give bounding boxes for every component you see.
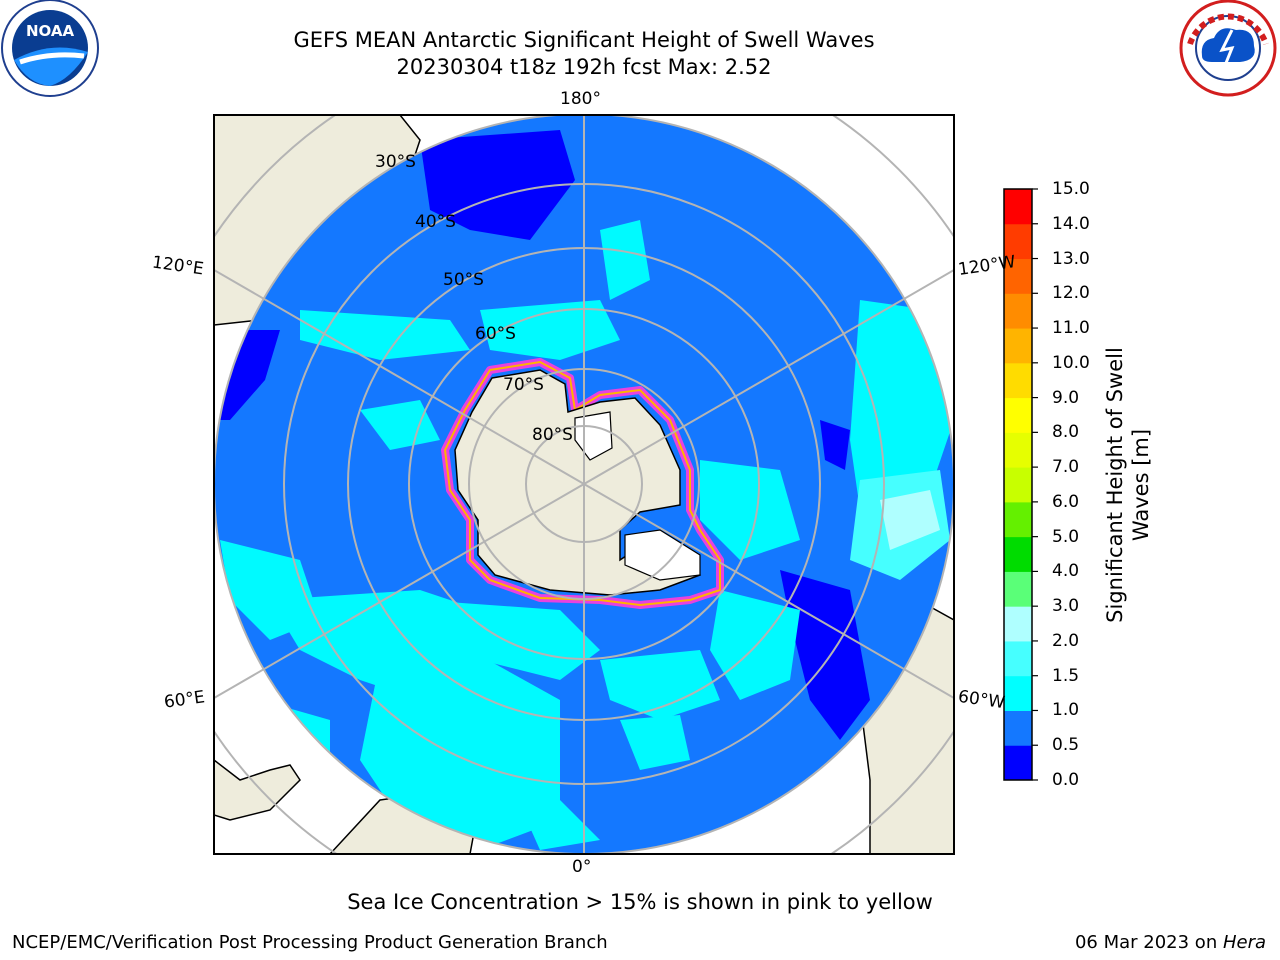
colorbar-swatch — [1004, 223, 1032, 260]
noaa-logo-text: NOAA — [26, 22, 75, 40]
colorbar-tick-label: 6.0 — [1052, 491, 1080, 512]
credit-date: 06 Mar 2023 on Hera — [1075, 932, 1266, 953]
colorbar-tick-label: 1.0 — [1052, 700, 1080, 721]
colorbar-swatch — [1004, 571, 1032, 607]
colorbar-tick-label: 13.0 — [1052, 248, 1090, 269]
colorbar-tick-label: 3.0 — [1052, 596, 1080, 617]
colorbar-tick-label: 12.0 — [1052, 283, 1090, 304]
colorbar-swatch — [1004, 745, 1032, 781]
colorbar-border — [1003, 188, 1033, 781]
colorbar-swatch — [1004, 189, 1032, 225]
credit-machine: Hera — [1222, 932, 1266, 953]
colorbar-tick-label: 0.0 — [1052, 770, 1080, 790]
colorbar-tick-label: 5.0 — [1052, 526, 1080, 547]
colorbar-swatch — [1004, 536, 1032, 572]
colorbar-swatch — [1004, 432, 1032, 468]
colorbar-swatch — [1004, 675, 1032, 711]
lat-label-80s: 80°S — [532, 425, 573, 445]
colorbar-swatch — [1004, 710, 1032, 746]
colorbar-swatch — [1004, 362, 1032, 399]
colorbar-swatch — [1004, 258, 1032, 294]
chart-title: GEFS MEAN Antarctic Significant Height o… — [293, 28, 875, 52]
colorbar-swatch — [1004, 640, 1032, 677]
lon-label-0: 0° — [572, 857, 592, 877]
colorbar-tick-label: 2.0 — [1052, 630, 1080, 651]
colorbar-tick-label: 0.5 — [1052, 735, 1080, 756]
colorbar-swatch — [1004, 467, 1032, 503]
lat-label-70s: 70°S — [503, 375, 544, 395]
credit-branch: NCEP/EMC/Verification Post Processing Pr… — [12, 932, 608, 953]
colorbar-tick-label: 10.0 — [1052, 352, 1090, 373]
lat-label-30s: 30°S — [375, 152, 416, 172]
colorbar-swatch — [1004, 293, 1032, 329]
colorbar-tick-label: 11.0 — [1052, 318, 1090, 339]
lat-label-60s: 60°S — [475, 324, 516, 344]
lat-label-50s: 50°S — [443, 270, 484, 290]
colorbar-tick-label: 14.0 — [1052, 213, 1090, 234]
colorbar-swatch — [1004, 501, 1032, 538]
chart-subtitle: 20230304 t18z 192h fcst Max: 2.52 — [396, 55, 772, 79]
credit-date-text: 06 Mar 2023 on — [1074, 932, 1223, 953]
lat-label-40s: 40°S — [415, 212, 456, 232]
colorbar-swatch — [1004, 606, 1032, 642]
colorbar-tick-label: 9.0 — [1052, 387, 1080, 408]
colorbar-tick-label: 8.0 — [1052, 422, 1080, 443]
colorbar-tick-label: 4.0 — [1052, 561, 1080, 582]
map-frame — [213, 114, 955, 855]
colorbar-swatch — [1004, 328, 1032, 364]
graticule — [214, 115, 954, 854]
colorbar-label: Significant Height of Swell Waves [m] — [1103, 347, 1153, 623]
colorbar — [1003, 188, 1038, 781]
lon-label-180: 180° — [560, 89, 601, 109]
colorbar-tick-label: 1.5 — [1052, 665, 1080, 686]
colorbar-tick-label: 15.0 — [1052, 179, 1090, 199]
sea-ice-footnote: Sea Ice Concentration > 15% is shown in … — [347, 890, 933, 914]
ice-shelf — [624, 529, 701, 581]
nws-logo — [1179, 0, 1277, 97]
noaa-logo: NOAA — [1, 0, 99, 97]
colorbar-swatch — [1004, 397, 1032, 433]
colorbar-tick-label: 7.0 — [1052, 457, 1080, 478]
